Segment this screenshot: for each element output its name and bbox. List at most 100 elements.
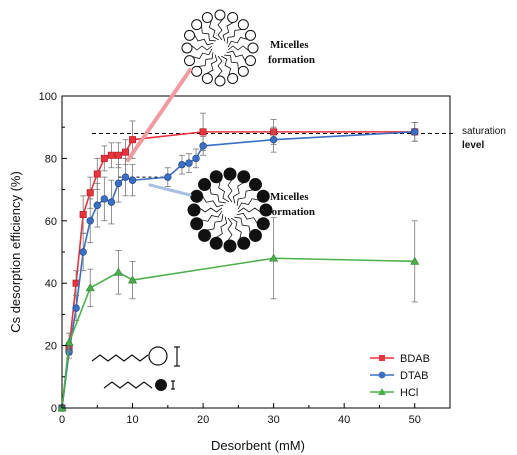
data-point: [107, 151, 115, 159]
series-hcl: [57, 217, 420, 412]
y-tick-label: 20: [45, 341, 57, 353]
series-line: [61, 131, 415, 409]
series-bdab: [58, 112, 419, 412]
data-point: [79, 211, 87, 219]
micelle-head: [190, 217, 204, 231]
data-point: [114, 179, 123, 188]
micelle-open-illustration: [181, 9, 259, 87]
micelle-head: [247, 42, 259, 54]
data-point: [128, 275, 138, 284]
data-point: [114, 151, 122, 159]
micelle-head: [259, 203, 273, 217]
legend-marker: [379, 355, 385, 361]
data-point: [411, 128, 419, 136]
data-point: [113, 267, 123, 276]
data-point: [269, 135, 278, 144]
micelle-head: [256, 217, 270, 231]
series-dtab: [58, 122, 419, 412]
y-tick-label: 40: [45, 278, 57, 290]
micelle-head: [237, 170, 251, 184]
micelle-annotation-2-line1: Micelles: [270, 191, 309, 203]
micelle-head: [181, 42, 193, 54]
saturation-label-line2: level: [462, 140, 484, 151]
data-point: [199, 142, 207, 150]
micelle-head: [223, 167, 237, 181]
micelle-head: [227, 12, 239, 24]
data-point: [86, 189, 94, 197]
micelle-head: [209, 170, 223, 184]
data-point: [100, 195, 109, 203]
micelle-filled-illustration: [187, 167, 273, 253]
data-point: [79, 248, 87, 256]
saturation-label-line1: saturation: [462, 126, 506, 137]
micelle-annotation-2-line2: formation: [268, 206, 315, 218]
micelle-head: [201, 12, 213, 24]
data-point: [164, 173, 172, 181]
x-tick-label: 50: [409, 414, 421, 426]
data-point: [192, 154, 200, 163]
micelle-head: [227, 72, 239, 84]
y-tick-label: 0: [51, 403, 57, 415]
micelle-annotation-1-line2: formation: [268, 54, 315, 66]
micelle-head: [201, 72, 213, 84]
micelle-head: [187, 203, 201, 217]
x-tick-label: 40: [338, 414, 350, 426]
micelle-head: [237, 236, 251, 250]
x-axis-title: Desorbent (mM): [211, 438, 305, 453]
micelle-pointer-bdab: [126, 68, 192, 162]
data-point: [72, 304, 80, 312]
data-point: [410, 256, 420, 265]
micelle-head: [184, 29, 196, 41]
micelle-head: [244, 29, 256, 41]
legend-label: BDAB: [400, 353, 430, 365]
data-point: [100, 154, 108, 162]
micelle-head: [198, 178, 212, 192]
micelle-head: [248, 178, 262, 192]
micelle-head: [198, 228, 212, 242]
micelle-annotation-1-line1: Micelles: [270, 39, 309, 51]
data-point: [269, 253, 279, 262]
micelle-head: [191, 65, 203, 77]
y-tick-label: 60: [45, 216, 57, 228]
micelle-head: [237, 65, 249, 77]
micelle-head: [237, 19, 249, 31]
micelle-head: [223, 239, 237, 253]
legend-marker: [378, 371, 386, 379]
data-point: [121, 173, 130, 181]
data-point: [107, 198, 116, 206]
series-layer: [57, 112, 420, 412]
data-point: [199, 128, 207, 136]
y-tick-label: 100: [39, 91, 57, 103]
micelle-head: [209, 236, 223, 250]
data-point: [93, 201, 101, 209]
legend: BDAB DTAB HCl: [370, 353, 430, 399]
data-point: [121, 148, 129, 156]
surfactant-dtab-sketch: [103, 379, 175, 391]
axis-layer: 0 10 20 30 40 50 0 20 40 60 80 100: [39, 91, 421, 426]
data-point: [93, 170, 101, 178]
data-point: [64, 337, 74, 346]
data-point: [86, 217, 94, 225]
micelle-head: [214, 75, 226, 87]
data-point: [129, 136, 137, 144]
x-tick-label: 10: [126, 414, 138, 426]
y-axis-title: Cs desorption efficiency (%): [8, 171, 23, 333]
micelle-head: [244, 55, 256, 67]
micelle-pointer-dtab: [148, 183, 192, 197]
data-point: [128, 176, 137, 184]
micelle-head: [184, 55, 196, 67]
legend-marker: [378, 388, 386, 395]
y-tick-label: 80: [45, 153, 57, 165]
data-point: [178, 160, 186, 169]
x-tick-label: 0: [59, 414, 65, 426]
surfactant-bdab-sketch: [91, 346, 180, 367]
micelle-head: [190, 189, 204, 203]
micelle-head: [214, 9, 226, 21]
micelle-head: [256, 189, 270, 203]
micelle-head: [248, 228, 262, 242]
series-line: [61, 257, 415, 409]
legend-label: HCl: [400, 387, 418, 399]
legend-label: DTAB: [400, 370, 429, 382]
x-tick-label: 20: [197, 414, 209, 426]
